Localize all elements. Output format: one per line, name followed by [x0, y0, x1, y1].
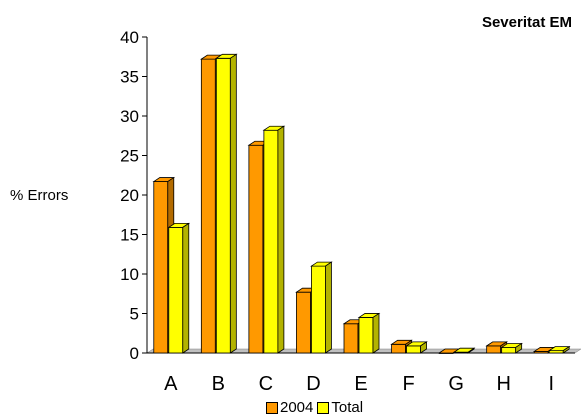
x-tick-label-I: I	[548, 373, 554, 395]
legend-item-2004: 2004	[266, 399, 313, 416]
bar-side-Total-C	[277, 125, 285, 354]
legend-label-total: Total	[331, 399, 364, 416]
y-tick-label: 0	[130, 344, 139, 363]
y-tick-label: 25	[120, 147, 139, 166]
y-axis-label: % Errors	[10, 187, 69, 204]
bar-side-Total-A	[182, 222, 190, 354]
bar-2004-A	[153, 181, 169, 354]
bar-Total-F	[406, 345, 421, 354]
chart-title: Severitat EM	[481, 14, 572, 31]
y-tick-label: 40	[120, 28, 139, 47]
bar-side-Total-F	[420, 341, 427, 354]
bar-side-Total-E	[372, 312, 380, 354]
bar-2004-E	[343, 323, 359, 354]
legend-item-total: Total	[317, 399, 363, 416]
bar-Total-A	[168, 226, 184, 354]
x-tick-label-C: C	[259, 373, 273, 395]
bar-Total-B	[215, 57, 231, 354]
bar-2004-F	[391, 343, 406, 354]
x-tick-label-D: D	[306, 373, 320, 395]
legend-swatch-total	[317, 401, 330, 414]
x-tick-label-A: A	[164, 373, 178, 395]
bar-Total-E	[358, 317, 374, 354]
bar-2004-H	[486, 345, 502, 354]
y-tick-label: 5	[130, 305, 139, 324]
bar-Total-D	[311, 265, 326, 354]
x-tick-label-B: B	[212, 373, 225, 395]
bar-2004-C	[248, 144, 264, 354]
x-tick-label-G: G	[448, 373, 464, 395]
legend-label-2004: 2004	[280, 399, 314, 416]
legend-swatch-2004	[266, 401, 278, 414]
y-tick-label: 30	[120, 107, 139, 126]
bar-2004-D	[296, 291, 311, 354]
y-tick-label: 15	[120, 226, 139, 245]
bar-Total-H	[501, 347, 517, 354]
y-tick-label: 20	[120, 186, 139, 205]
y-tick-label: 10	[120, 265, 139, 284]
x-tick-label-F: F	[402, 373, 414, 395]
bar-side-Total-D	[325, 261, 332, 354]
bar-Total-C	[263, 129, 279, 354]
bar-side-Total-H	[515, 342, 523, 354]
bar-side-Total-I	[562, 345, 570, 354]
legend: 2004 Total	[266, 399, 363, 416]
bar-side-Total-B	[229, 53, 237, 354]
x-tick-label-E: E	[354, 373, 367, 395]
bar-side-Total-G	[467, 347, 475, 354]
x-tick-label-H: H	[496, 373, 510, 395]
y-tick-label: 35	[120, 68, 139, 87]
bar-2004-B	[200, 58, 216, 354]
